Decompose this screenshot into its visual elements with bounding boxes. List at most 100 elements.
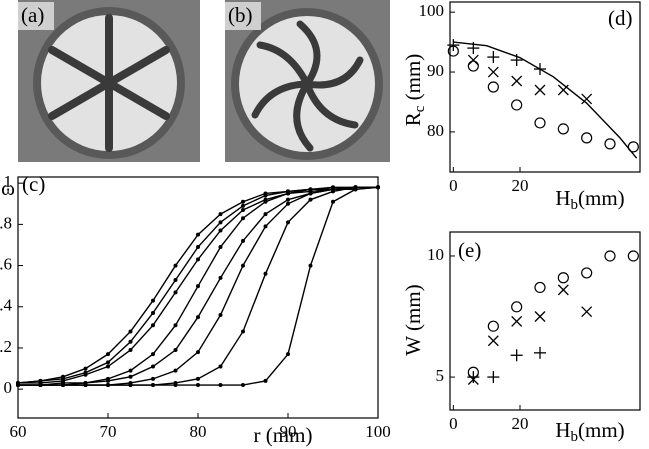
marker [487, 51, 500, 64]
marker [106, 352, 110, 357]
marker [196, 257, 200, 262]
marker [61, 383, 65, 388]
marker-stroke [511, 75, 523, 87]
marker [487, 66, 499, 78]
panel-label: (d) [608, 6, 633, 30]
marker [534, 63, 546, 76]
marker [467, 60, 479, 72]
series [467, 346, 546, 384]
marker [83, 372, 88, 377]
series [467, 250, 639, 378]
series [453, 41, 638, 159]
y-tick-label: 0 [4, 378, 13, 397]
marker [218, 220, 223, 225]
marker-stroke [557, 284, 569, 296]
marker [604, 138, 616, 150]
marker [173, 368, 178, 373]
marker [376, 185, 380, 190]
marker [487, 320, 499, 332]
marker [173, 263, 178, 268]
marker [151, 383, 155, 388]
spiral-arms [251, 20, 364, 152]
marker [218, 275, 223, 280]
curve [453, 41, 638, 159]
marker [487, 335, 499, 347]
marker [241, 238, 245, 243]
marker [604, 250, 616, 262]
ylabel: Rc (mm) [401, 54, 429, 127]
series [467, 284, 593, 385]
marker [353, 187, 358, 192]
marker [487, 371, 500, 384]
y-tick-label: 0.2 [0, 337, 12, 356]
marker [534, 281, 546, 294]
marker [173, 277, 178, 282]
marker [510, 54, 523, 67]
marker [196, 350, 200, 355]
marker [151, 310, 155, 315]
marker [16, 383, 20, 388]
marker-stroke [581, 93, 593, 105]
y-tick-label: 90 [427, 61, 444, 80]
marker [467, 54, 479, 66]
marker [331, 189, 335, 194]
marker [308, 187, 313, 192]
marker [581, 93, 593, 105]
label-text: H [555, 186, 570, 210]
label-unit: (mm) [578, 418, 625, 442]
marker [557, 272, 569, 284]
ylabel: ω [1, 176, 15, 200]
marker [534, 311, 546, 322]
marker [534, 84, 546, 96]
plot-frame [449, 1, 641, 173]
marker [218, 245, 223, 250]
label-sub: b [571, 429, 579, 445]
marker [534, 346, 546, 359]
marker [263, 193, 268, 198]
marker [106, 364, 110, 369]
marker [581, 306, 593, 318]
y-tick-label: 0.8 [0, 213, 12, 232]
marker [241, 263, 245, 268]
marker-stroke [511, 315, 523, 327]
photo-label: (a) [21, 3, 44, 27]
marker [218, 228, 223, 233]
marker [83, 383, 88, 388]
y-tick-label: 80 [427, 121, 444, 140]
label-text: R [401, 112, 425, 126]
y-tick-label: 0.4 [0, 296, 13, 315]
x-tick-label: 70 [100, 422, 117, 441]
marker [308, 263, 313, 268]
series [16, 185, 380, 388]
marker [286, 201, 290, 206]
x-tick-label: 80 [190, 422, 207, 441]
marker [106, 383, 110, 388]
marker [263, 199, 268, 204]
marker-stroke [557, 84, 569, 96]
marker [196, 245, 200, 250]
marker [263, 271, 268, 276]
marker [241, 216, 245, 221]
marker [196, 376, 200, 381]
label-text: H [555, 418, 570, 442]
marker-stroke [467, 54, 479, 66]
xlabel: Hb(mm) [555, 418, 624, 446]
x-tick-label: 100 [365, 422, 391, 441]
marker-stroke [534, 84, 546, 96]
marker-stroke [581, 306, 593, 318]
marker [308, 191, 313, 196]
marker [286, 197, 290, 202]
y-tick-label: 1 [4, 172, 13, 191]
marker [128, 368, 133, 373]
marker [241, 329, 245, 334]
marker [218, 212, 223, 217]
marker [511, 99, 523, 111]
marker [467, 42, 480, 55]
marker [196, 232, 200, 237]
marker [557, 123, 569, 135]
marker-stroke [487, 335, 499, 347]
photo-label: (b) [228, 3, 253, 27]
panel-label: (c) [22, 172, 45, 196]
x-tick-label: 20 [512, 176, 529, 195]
marker-stroke [534, 311, 546, 322]
